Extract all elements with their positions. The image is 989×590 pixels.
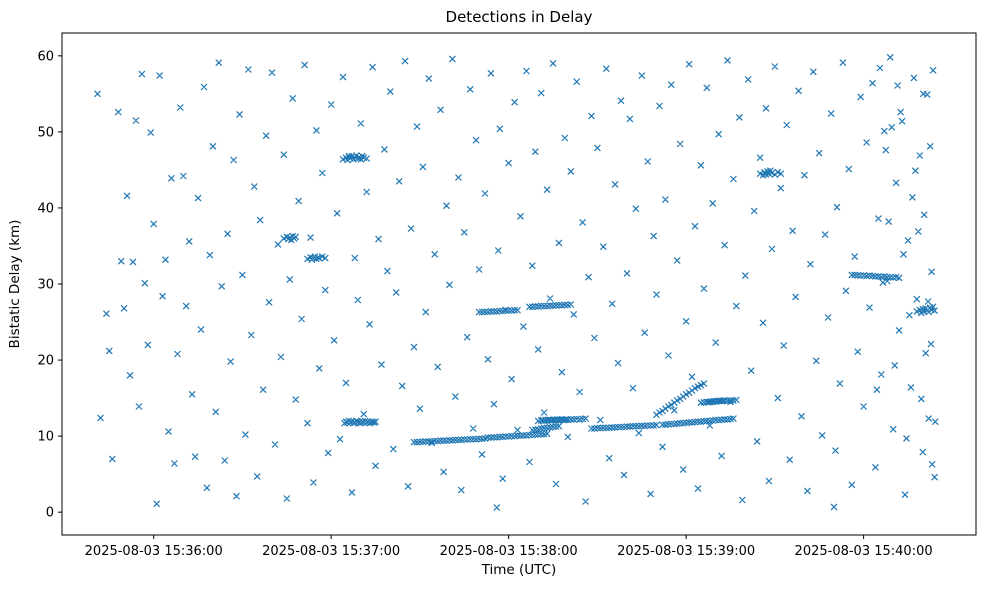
y-tick-label: 10	[37, 430, 54, 445]
x-axis-label: Time (UTC)	[481, 562, 557, 578]
x-tick-label: 2025-08-03 15:40:00	[795, 544, 933, 559]
detection-markers	[94, 53, 939, 512]
y-tick-label: 20	[37, 354, 54, 369]
y-tick-label: 50	[37, 125, 54, 140]
y-tick-label: 40	[37, 201, 54, 216]
x-tick-label: 2025-08-03 15:37:00	[262, 544, 400, 559]
y-tick-label: 60	[37, 49, 54, 64]
x-tick-label: 2025-08-03 15:39:00	[617, 544, 755, 559]
x-tick-label: 2025-08-03 15:36:00	[85, 544, 223, 559]
y-tick-label: 0	[46, 506, 54, 521]
chart-title: Detections in Delay	[445, 8, 593, 26]
axes-frame	[61, 32, 977, 536]
y-tick-label: 30	[37, 278, 54, 293]
x-tick-label: 2025-08-03 15:38:00	[440, 544, 578, 559]
